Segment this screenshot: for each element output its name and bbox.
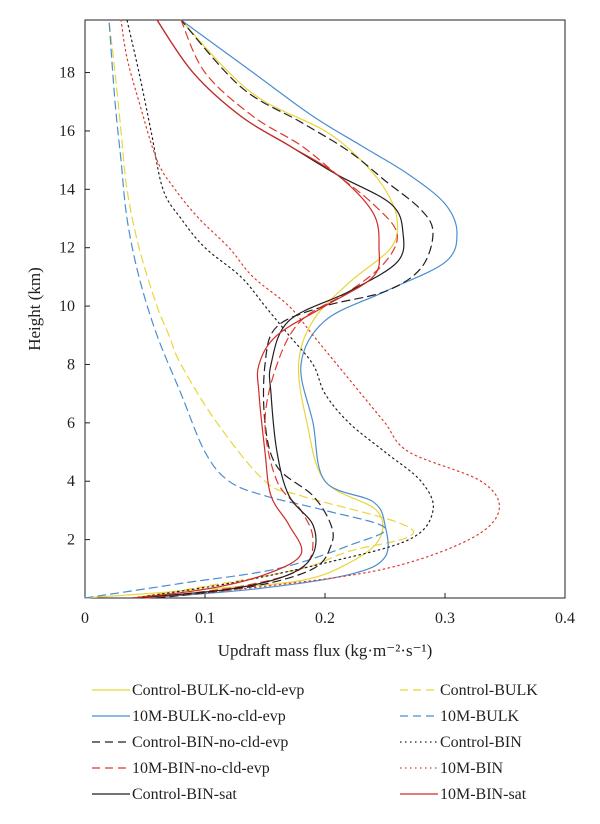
y-tick-label: 18	[59, 65, 75, 82]
y-tick-label: 12	[59, 240, 75, 257]
series-line-10m-bin	[120, 19, 501, 599]
series-line-control-bulk	[108, 19, 415, 599]
y-tick-label: 6	[67, 415, 75, 432]
legend-label: Control-BULK	[440, 682, 538, 699]
legend-label: Control-BULK-no-cld-evp	[132, 682, 304, 699]
series-lines	[84, 19, 501, 599]
y-axis-title: Height (km)	[25, 267, 44, 351]
y-tick-label: 2	[67, 532, 75, 549]
series-line-10m-bulk-no-cld-evp	[144, 19, 458, 599]
legend-label: 10M-BIN	[440, 760, 504, 777]
legend-label: 10M-BIN-no-cld-evp	[132, 760, 270, 777]
series-line-10m-bin-sat	[132, 19, 381, 599]
axes: 0 0.1 0.2 0.3 0.4 2 4 6 8 10 12 14 16 18	[59, 65, 575, 627]
y-tick-label: 14	[59, 181, 75, 198]
legend-label: Control-BIN-no-cld-evp	[132, 734, 288, 751]
legend-label: 10M-BULK	[440, 708, 520, 725]
series-line-10m-bulk	[84, 19, 386, 599]
legend-label: 10M-BIN-sat	[440, 786, 527, 803]
legend-label: Control-BIN-sat	[132, 786, 237, 803]
y-tick-label: 10	[59, 298, 75, 315]
legend: Control-BULK-no-cld-evp Control-BULK 10M-B…	[92, 682, 538, 803]
x-tick-label: 0	[81, 610, 89, 627]
y-tick-label: 16	[59, 123, 75, 140]
series-line-10m-bin-no-cld-evp	[144, 19, 398, 599]
x-tick-label: 0.3	[435, 610, 455, 627]
series-line-control-bin-sat	[132, 19, 405, 599]
axis-titles: Updraft mass flux (kg·m⁻²·s⁻¹) Height (k…	[25, 267, 432, 660]
x-axis-title: Updraft mass flux (kg·m⁻²·s⁻¹)	[218, 641, 433, 660]
y-tick-label: 4	[67, 473, 75, 490]
series-line-control-bulk-no-cld-evp	[84, 19, 399, 599]
x-tick-label: 0.2	[315, 610, 335, 627]
x-tick-label: 0.4	[555, 610, 575, 627]
x-tick-label: 0.1	[195, 610, 215, 627]
legend-label: 10M-BULK-no-cld-evp	[132, 708, 286, 725]
legend-label: Control-BIN	[440, 734, 522, 751]
series-line-control-bin-no-cld-evp	[156, 19, 434, 599]
y-tick-label: 8	[67, 356, 75, 373]
